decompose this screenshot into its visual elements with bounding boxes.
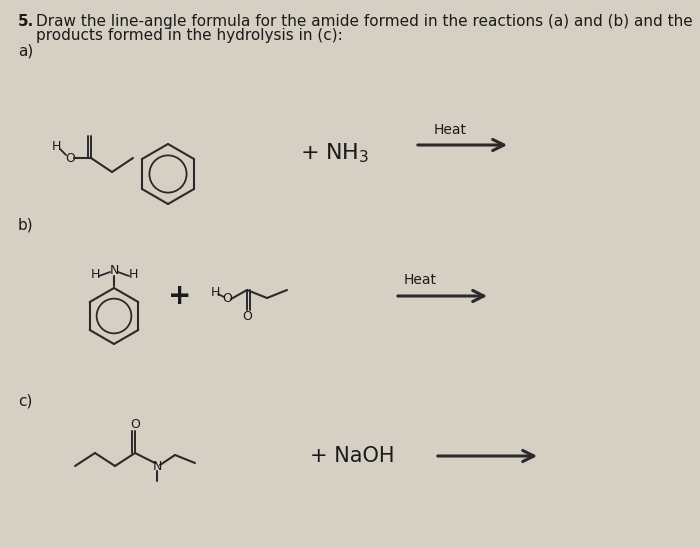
Text: O: O — [222, 293, 232, 305]
Text: Heat: Heat — [403, 273, 437, 287]
Text: N: N — [153, 460, 162, 473]
Text: Heat: Heat — [433, 123, 466, 137]
Text: H: H — [210, 286, 220, 299]
Text: Draw the line-angle formula for the amide formed in the reactions (a) and (b) an: Draw the line-angle formula for the amid… — [36, 14, 693, 29]
Text: b): b) — [18, 218, 34, 233]
Text: H: H — [90, 267, 99, 281]
Text: products formed in the hydrolysis in (c):: products formed in the hydrolysis in (c)… — [36, 28, 343, 43]
Text: + NH$_3$: + NH$_3$ — [300, 141, 369, 165]
Text: O: O — [242, 310, 252, 323]
Text: +: + — [168, 282, 192, 310]
Text: c): c) — [18, 393, 32, 408]
Text: O: O — [130, 419, 140, 431]
Text: H: H — [51, 140, 61, 152]
Text: H: H — [128, 267, 138, 281]
Text: N: N — [109, 264, 119, 277]
Text: 5.: 5. — [18, 14, 34, 29]
Text: a): a) — [18, 44, 34, 59]
Text: O: O — [65, 151, 75, 164]
Text: + NaOH: + NaOH — [310, 446, 395, 466]
